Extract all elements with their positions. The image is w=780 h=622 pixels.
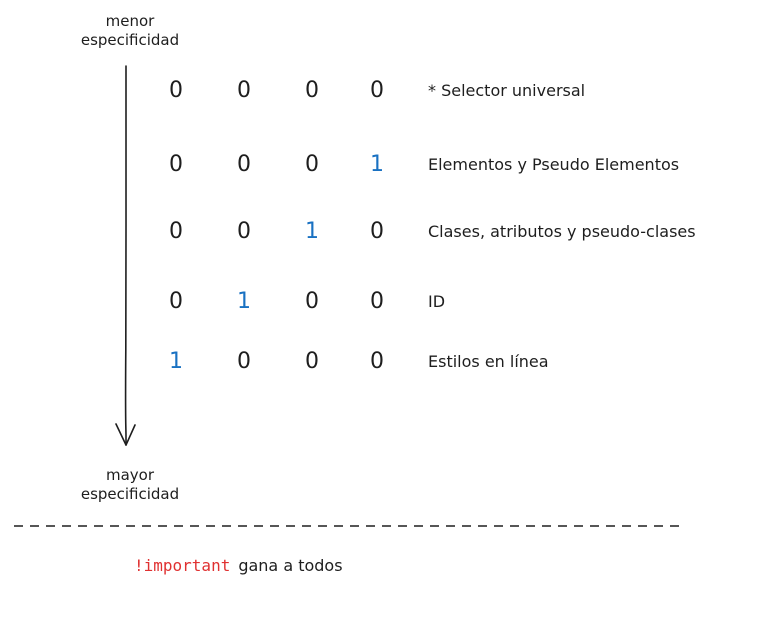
row-description: Elementos y Pseudo Elementos <box>428 155 680 174</box>
label-bottom-line-1: mayor <box>105 466 155 484</box>
important-keyword: !important <box>134 556 231 575</box>
specificity-digit: 0 <box>169 152 183 177</box>
label-top-line-2: especificidad <box>80 31 180 49</box>
important-text: gana a todos <box>238 556 343 575</box>
row-description: ID <box>428 292 446 311</box>
specificity-digit: 1 <box>169 349 183 374</box>
specificity-digit: 0 <box>237 349 251 374</box>
specificity-digit: 0 <box>169 78 183 103</box>
row-description: Clases, atributos y pseudo-clases <box>428 222 696 241</box>
specificity-digit: 0 <box>305 349 319 374</box>
specificity-digit: 0 <box>370 219 384 244</box>
label-bottom-line-2: especificidad <box>80 485 180 503</box>
row-description: * Selector universal <box>428 81 586 100</box>
label-mayor-especificidad: mayor especificidad <box>60 466 200 504</box>
specificity-digit: 0 <box>305 152 319 177</box>
specificity-digit: 1 <box>305 219 319 244</box>
specificity-digit: 0 <box>237 152 251 177</box>
row-description: Estilos en línea <box>428 352 549 371</box>
specificity-digit: 1 <box>237 289 251 314</box>
arrow-down-icon <box>115 65 136 446</box>
specificity-digit: 1 <box>370 152 384 177</box>
specificity-digit: 0 <box>169 219 183 244</box>
label-menor-especificidad: menor especificidad <box>60 12 200 50</box>
specificity-digit: 0 <box>169 289 183 314</box>
important-note: !important gana a todos <box>134 556 343 575</box>
label-top-line-1: menor <box>105 12 155 30</box>
specificity-digit: 0 <box>370 78 384 103</box>
specificity-digit: 0 <box>237 78 251 103</box>
specificity-digit: 0 <box>305 78 319 103</box>
specificity-digit: 0 <box>370 289 384 314</box>
specificity-digit: 0 <box>237 219 251 244</box>
specificity-digit: 0 <box>370 349 384 374</box>
specificity-digit: 0 <box>305 289 319 314</box>
